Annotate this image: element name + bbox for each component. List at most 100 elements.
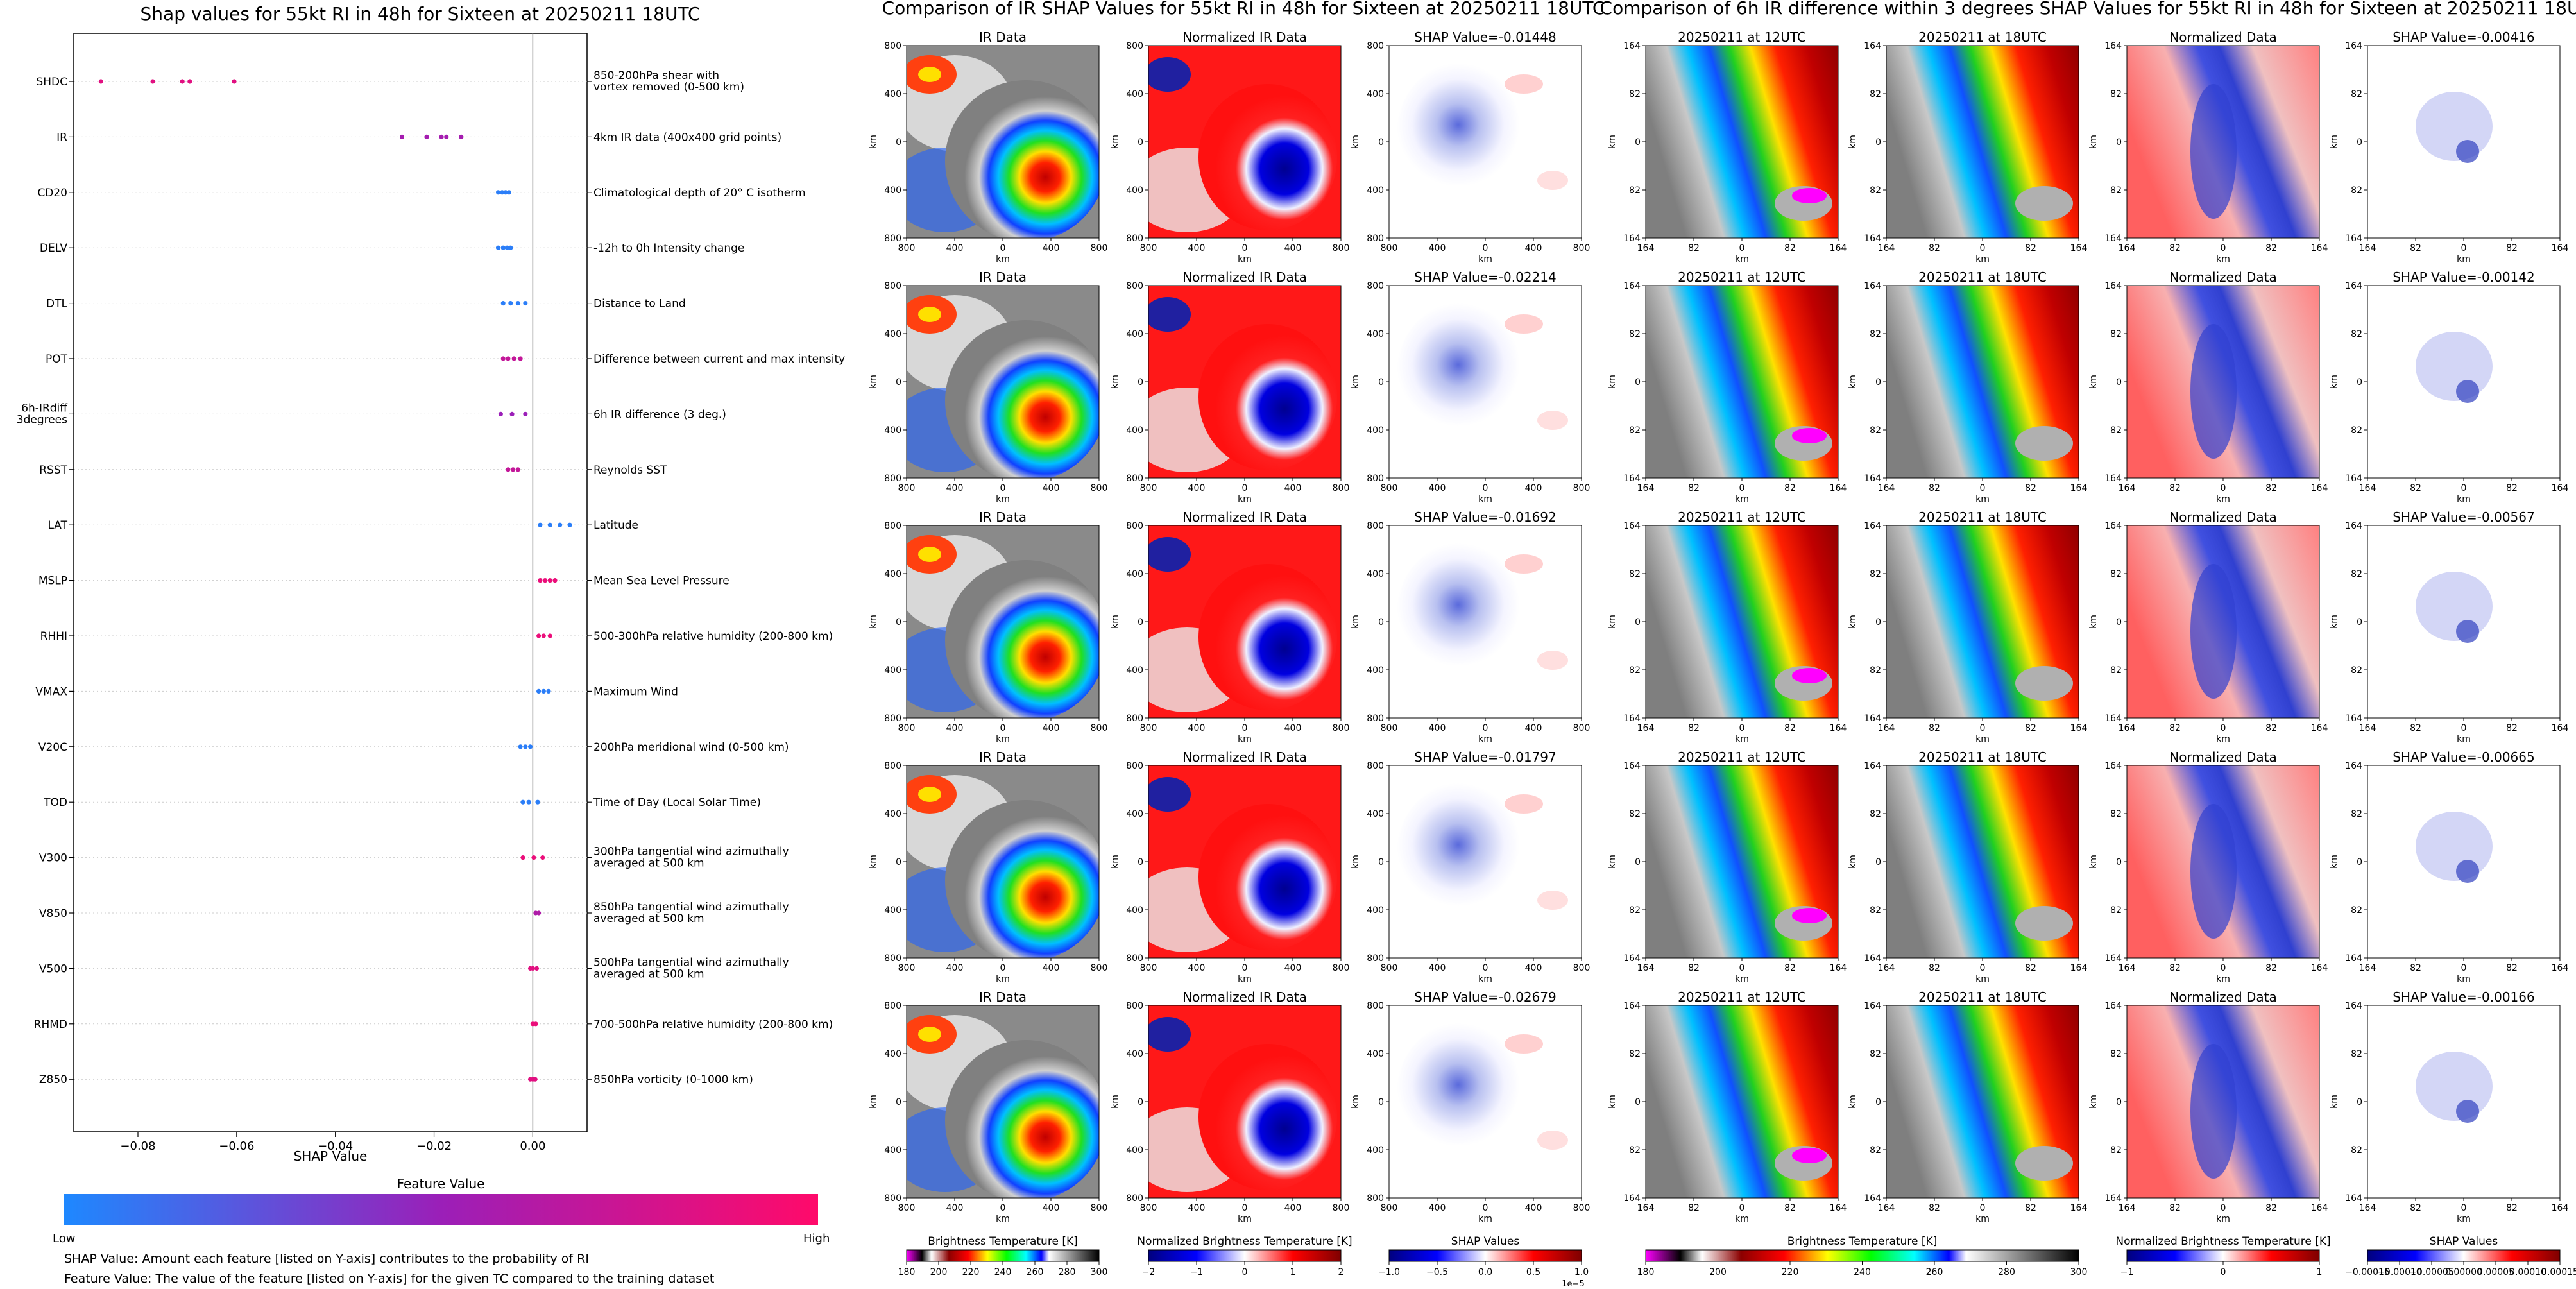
shap-point <box>399 134 405 139</box>
left-panel-title: Shap values for 55kt RI in 48h for Sixte… <box>141 3 701 24</box>
colorbar-label: Brightness Temperature [K] <box>1787 1235 1937 1248</box>
x-tick-label: 164 <box>2311 963 2328 973</box>
feature-description-label: 6h IR difference (3 deg.) <box>593 408 726 421</box>
subplot-title: 20250211 at 12UTC <box>1678 269 1806 285</box>
shap-point <box>536 633 542 638</box>
x-tick-label: 164 <box>2070 1203 2088 1213</box>
x-tick-label: 82 <box>2025 723 2036 733</box>
x-tick-label: 0 <box>1980 243 1986 253</box>
y-axis-label: km <box>868 615 878 629</box>
y-tick-label: 800 <box>1126 281 1143 291</box>
y-tick-label: 0 <box>1138 857 1143 867</box>
x-tick-label: 82 <box>1784 243 1796 253</box>
subplot-image <box>2127 286 2319 478</box>
colorbar-tick-label: 0.5 <box>1526 1267 1540 1277</box>
y-axis-label: km <box>868 855 878 869</box>
subplot-title: Normalized Data <box>2169 989 2277 1005</box>
x-axis-label: km <box>2457 1214 2471 1224</box>
image-subplot: 20250211 at 18UTC1641648282008282164164k… <box>1848 30 2087 264</box>
x-tick-label: 0 <box>1483 963 1488 973</box>
x-tick-label: 82 <box>2025 483 2036 493</box>
x-tick-label: 0 <box>1242 243 1248 253</box>
x-axis-label: km <box>996 974 1010 984</box>
y-axis-label: km <box>1110 135 1120 149</box>
x-tick-label: 800 <box>1140 243 1157 253</box>
y-axis-label: km <box>1351 1095 1361 1109</box>
image-subplot: 20250211 at 18UTC1641648282008282164164k… <box>1848 749 2087 984</box>
image-subplot: Normalized IR Data8008004004000040040080… <box>1110 749 1349 984</box>
x-tick-label: 164 <box>2359 963 2376 973</box>
subplot-title: IR Data <box>979 509 1027 525</box>
y-tick-label: 82 <box>2351 185 2362 196</box>
y-tick-label: 82 <box>2110 569 2122 579</box>
y-tick-label: 800 <box>1126 953 1143 964</box>
x-tick-label: 0 <box>1980 483 1986 493</box>
image-subplot: Normalized IR Data8008004004000040040080… <box>1110 269 1349 504</box>
shap-point <box>538 578 543 583</box>
middle-panel-title: Comparison of IR SHAP Values for 55kt RI… <box>882 0 1605 19</box>
shap-point <box>187 79 192 84</box>
x-tick-label: 0 <box>1000 963 1006 973</box>
x-tick-label: −0.06 <box>219 1140 254 1153</box>
image-subplot: 20250211 at 12UTC1641648282008282164164k… <box>1607 509 1847 744</box>
x-tick-label: 0 <box>1000 1203 1006 1213</box>
shap-point <box>506 467 511 472</box>
feature-name-label: TOD <box>43 796 67 809</box>
y-tick-label: 164 <box>2345 234 2362 244</box>
shap-point <box>523 301 528 306</box>
shap-point <box>500 245 506 250</box>
shap-point <box>518 744 523 749</box>
x-tick-label: 800 <box>1091 1203 1108 1213</box>
x-tick-label: 164 <box>1830 483 1847 493</box>
x-axis-label: km <box>1478 494 1492 504</box>
y-tick-label: 82 <box>1629 569 1641 579</box>
feature-name-label: V850 <box>39 907 67 920</box>
shap-point <box>508 245 513 250</box>
x-tick-label: 800 <box>1333 963 1350 973</box>
y-tick-label: 0 <box>1875 1097 1881 1107</box>
y-tick-label: 0 <box>1378 857 1384 867</box>
subplot-image <box>1886 1005 2079 1198</box>
feature-description-label: Reynolds SST <box>593 464 667 477</box>
y-tick-label: 164 <box>1864 761 1881 771</box>
diff-normalized-temp-colorbar: Normalized Brightness Temperature [K] −1 0… <box>2115 1235 2330 1277</box>
y-axis-label: km <box>1110 375 1120 389</box>
shap-point <box>439 134 444 139</box>
ir-comparison-grid: IR Data80080040040000400400800800kmkmNor… <box>868 30 1590 1224</box>
x-tick-label: 400 <box>1188 1203 1206 1213</box>
feature-description-label: Climatological depth of 20° C isotherm <box>593 187 806 200</box>
subplot-image <box>1646 286 1838 478</box>
x-tick-label: 800 <box>898 243 916 253</box>
x-tick-label: 800 <box>1333 1203 1350 1213</box>
x-tick-label: 82 <box>2265 1203 2277 1213</box>
colorbar-tick-label: 260 <box>1027 1267 1044 1277</box>
feature-description-label: 850-200hPa shear with vortex removed (0-5… <box>593 69 744 94</box>
feature-description-label: 850hPa tangential wind azimuthally averag… <box>593 901 789 925</box>
feature-description-label: 500hPa tangential wind azimuthally averag… <box>593 956 789 980</box>
y-tick-label: 0 <box>2357 857 2362 867</box>
x-axis-label: km <box>2457 974 2471 984</box>
y-tick-label: 400 <box>1126 329 1143 339</box>
subplot-title: Normalized Data <box>2169 269 2277 285</box>
y-tick-label: 800 <box>884 761 901 771</box>
x-tick-label: 0 <box>1242 723 1248 733</box>
y-tick-label: 800 <box>1126 1001 1143 1011</box>
y-axis-label: km <box>1848 1095 1858 1109</box>
shap-point <box>533 1021 538 1027</box>
y-tick-label: 800 <box>1367 761 1384 771</box>
x-axis-label: km <box>2457 734 2471 744</box>
subplot-title: 20250211 at 12UTC <box>1678 509 1806 525</box>
y-tick-label: 800 <box>1126 234 1143 244</box>
image-subplot: 20250211 at 18UTC1641648282008282164164k… <box>1848 989 2087 1224</box>
y-tick-label: 164 <box>1864 1193 1881 1204</box>
y-axis-label: km <box>2088 1095 2099 1109</box>
shap-point <box>508 301 513 306</box>
subplot-image <box>2367 286 2560 478</box>
ir-diff-comparison-grid: 20250211 at 12UTC 164 164 82 82 0 0 82 82 164 164 k… <box>1607 30 2568 1224</box>
feature-name-label: Z850 <box>39 1073 67 1086</box>
x-tick-label: 400 <box>1429 243 1446 253</box>
x-tick-label: 800 <box>898 1203 916 1213</box>
x-tick-label: 0 <box>1739 243 1745 253</box>
